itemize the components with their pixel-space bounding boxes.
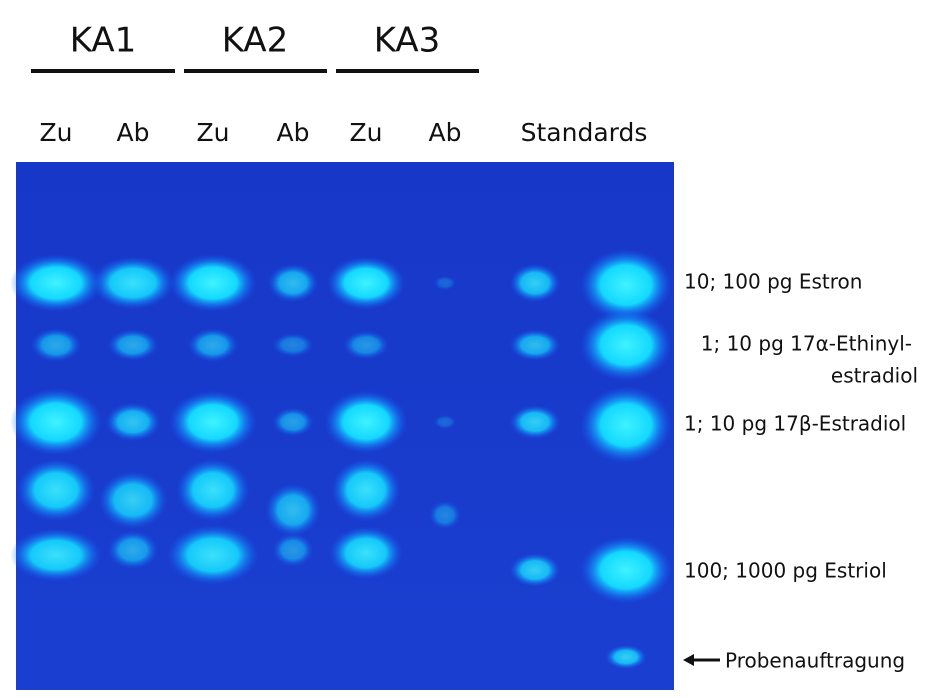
spot — [267, 263, 319, 303]
spots — [10, 249, 672, 669]
spot — [509, 263, 561, 303]
spot — [107, 329, 159, 361]
spot — [433, 414, 457, 430]
spot — [605, 645, 647, 669]
spot — [428, 500, 462, 530]
spot — [329, 526, 403, 580]
spot — [343, 330, 389, 360]
spot — [509, 329, 561, 361]
lane-label: Standards — [521, 118, 648, 147]
spot — [580, 386, 672, 464]
spot — [167, 525, 259, 585]
spot — [326, 256, 406, 310]
arrow-head — [683, 654, 694, 666]
spot — [169, 390, 257, 454]
spot — [10, 254, 102, 312]
group-label: KA1 — [70, 21, 137, 61]
spot — [98, 471, 168, 529]
lane-label: Ab — [117, 118, 150, 147]
spot — [91, 256, 175, 310]
lane-label: Ab — [277, 118, 310, 147]
spot — [265, 483, 321, 537]
spot — [509, 553, 561, 587]
annotation: estradiol — [831, 364, 918, 388]
spot — [509, 405, 561, 439]
annotation: 1; 10 pg 17α-Ethinyl- — [701, 332, 912, 356]
annotation: Probenauftragung — [725, 649, 905, 673]
lane-label: Zu — [197, 118, 230, 147]
spot — [169, 254, 257, 312]
group-line — [31, 69, 175, 73]
group-line — [184, 69, 327, 73]
spot — [30, 328, 82, 362]
group-label: KA3 — [374, 21, 441, 61]
lane-label: Zu — [40, 118, 73, 147]
lane-label: Ab — [429, 118, 462, 147]
spot — [580, 536, 672, 604]
spot — [580, 309, 672, 381]
spot — [331, 458, 401, 522]
annotation: 1; 10 pg 17β-Estradiol — [684, 412, 906, 436]
spot — [187, 328, 239, 362]
annotation: 100; 1000 pg Estriol — [684, 559, 887, 583]
spot — [107, 530, 159, 570]
spot — [176, 458, 250, 522]
spot — [272, 333, 314, 357]
spot — [10, 528, 102, 582]
spot — [16, 458, 96, 522]
spot — [105, 402, 161, 442]
spot — [433, 275, 457, 291]
spot — [272, 407, 314, 437]
group-line — [336, 69, 479, 73]
spot — [324, 390, 408, 454]
spot — [272, 533, 314, 567]
spot — [10, 388, 102, 456]
spot — [580, 249, 672, 321]
group-label: KA2 — [222, 21, 289, 61]
lane-label: Zu — [350, 118, 383, 147]
annotation: 10; 100 pg Estron — [684, 270, 862, 294]
